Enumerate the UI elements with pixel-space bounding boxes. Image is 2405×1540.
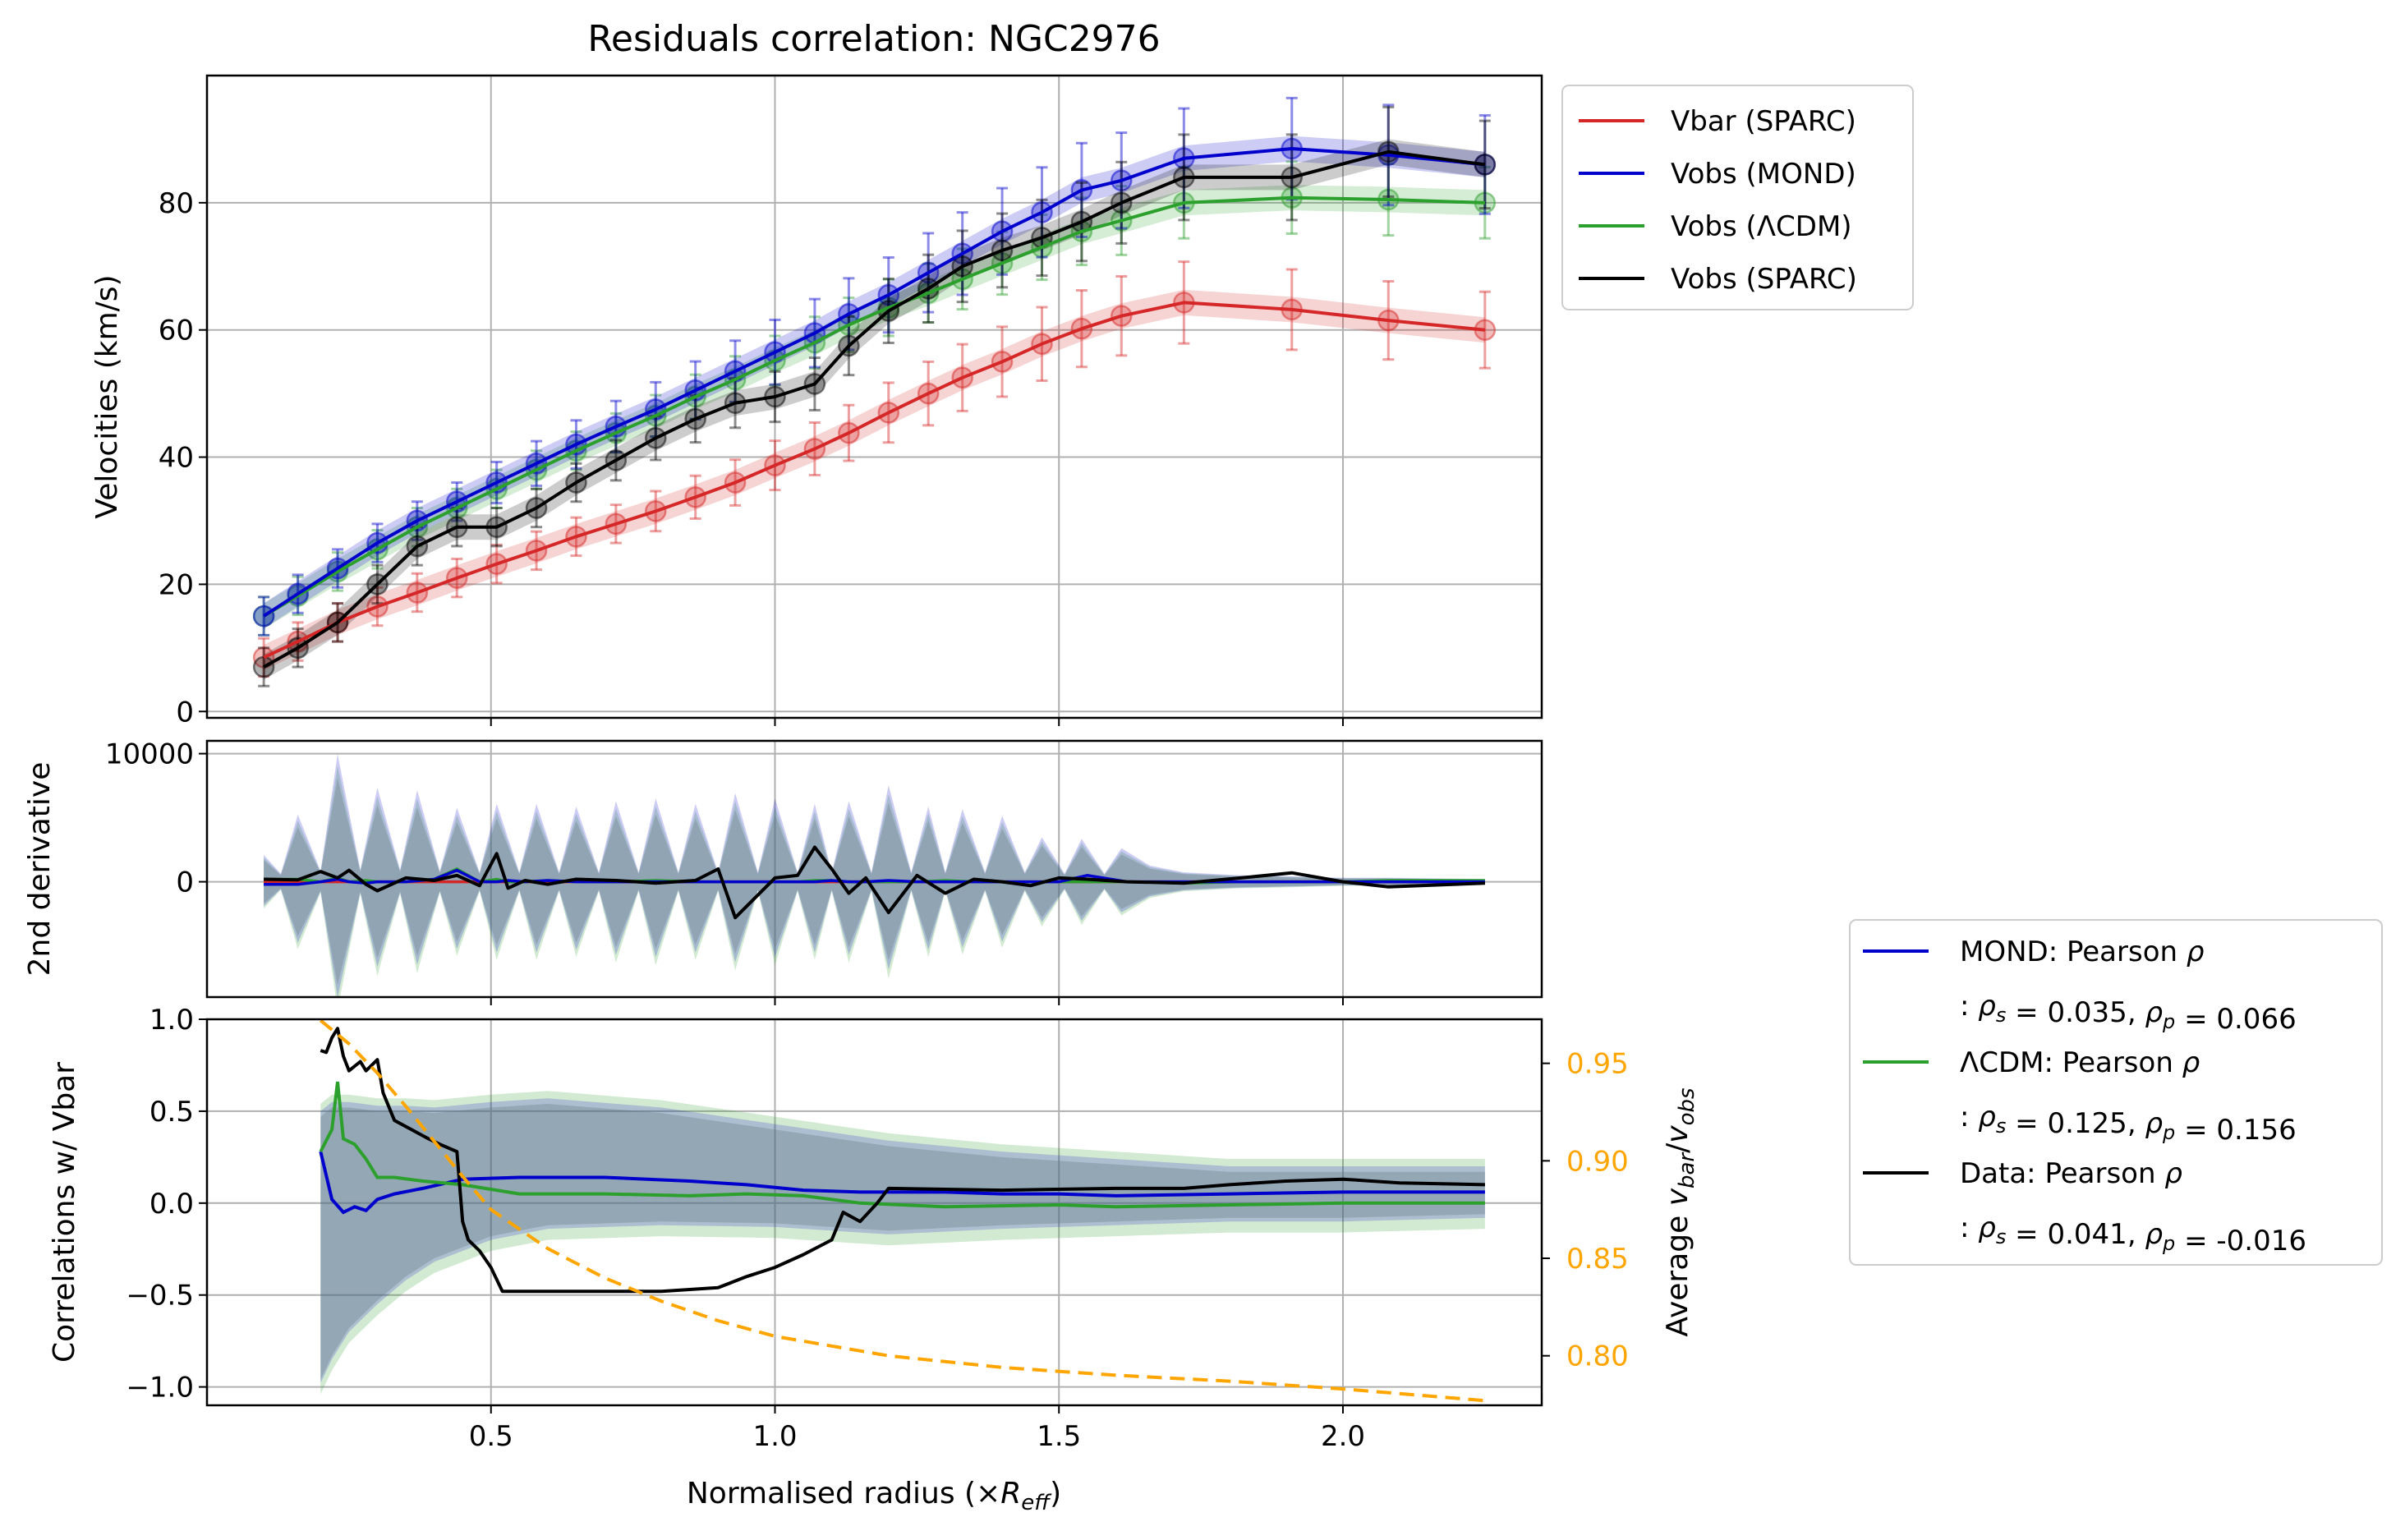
legend-label: Vobs (MOND) bbox=[1671, 158, 1856, 191]
ratio-y-ticks: 0.80 0.85 0.90 0.95 bbox=[1542, 1048, 1629, 1373]
second-derivative-frame bbox=[205, 739, 1543, 999]
legend-stats: : ρs = 0.041, ρp = -0.016 bbox=[1960, 1211, 2306, 1257]
correlations-tick-label: −0.5 bbox=[126, 1280, 194, 1312]
legend-label: ΛCDM: Pearson ρ bbox=[1960, 1046, 2200, 1079]
legend-label: Vobs (SPARC) bbox=[1671, 263, 1857, 296]
velocities-panel: 0 20 40 60 80 Velocities (km/s) Vbar (SPARC)… bbox=[90, 74, 1914, 729]
band-lcdm-corr bbox=[320, 1091, 1485, 1395]
legend-stats-part: s bbox=[1996, 1225, 2007, 1248]
velocities-tick-label: 80 bbox=[159, 187, 194, 220]
band-overlap-corr bbox=[320, 1104, 1485, 1380]
velocities-tick-label: 0 bbox=[176, 696, 194, 729]
legend-stats-part: = -0.016 bbox=[2175, 1225, 2306, 1257]
legend-stats-part: ρ bbox=[1978, 1211, 1996, 1244]
legend-stats-part: = 0.066 bbox=[2175, 1003, 2296, 1036]
velocities-tick-label: 60 bbox=[159, 315, 194, 347]
legend-stats-part: s bbox=[1996, 1004, 2007, 1027]
correlations-frame bbox=[205, 1018, 1543, 1407]
legend-stats-part: ρ bbox=[2145, 1218, 2163, 1251]
legend-stats-part: ρ bbox=[1978, 990, 1996, 1023]
line-data bbox=[263, 149, 1486, 669]
legend-label: Data: Pearson ρ bbox=[1960, 1157, 2182, 1190]
correlations-panel: −1.0 −0.5 0.0 0.5 1.0 0.80 0.85 0.90 0.95 Corre… bbox=[48, 919, 2383, 1407]
line-mond-corr bbox=[319, 1151, 1485, 1215]
correlations-tick-label: −1.0 bbox=[126, 1372, 194, 1404]
velocities-plot-area bbox=[252, 96, 1497, 687]
band-mond-corr bbox=[320, 1098, 1485, 1384]
line-lcdm bbox=[263, 195, 1485, 618]
legend-stats: : ρs = 0.125, ρp = 0.156 bbox=[1960, 1101, 2297, 1147]
chart-title: Residuals correlation: NGC2976 bbox=[587, 18, 1160, 60]
x-tick-label: 1.0 bbox=[752, 1420, 797, 1453]
second-derivative-ylabel: 2nd derivative bbox=[23, 762, 57, 977]
legend-stats-part: p bbox=[2162, 1232, 2175, 1255]
line-data-corr bbox=[320, 1027, 1485, 1294]
correlations-plot-area bbox=[319, 1019, 1486, 1403]
legend-stats-part: ρ bbox=[2145, 1107, 2163, 1140]
legend-label: Vbar (SPARC) bbox=[1671, 105, 1856, 138]
legend-stats-part: = 0.041, bbox=[2006, 1218, 2145, 1251]
second-derivative-tick-label: 0 bbox=[176, 867, 194, 899]
legend-stats-part: = 0.035, bbox=[2006, 996, 2145, 1029]
legend-stats-part: ρ bbox=[2145, 996, 2163, 1029]
velocities-grid bbox=[207, 76, 1542, 718]
x-axis-ticks: 0.5 1.0 1.5 2.0 bbox=[469, 718, 1365, 1453]
velocities-y-ticks: 0 20 40 60 80 bbox=[159, 187, 207, 729]
correlations-y-ticks: −1.0 −0.5 0.0 0.5 1.0 bbox=[126, 1004, 207, 1404]
velocities-legend-box bbox=[1561, 85, 1914, 310]
velocities-tick-label: 20 bbox=[159, 568, 194, 601]
band-mond-2nd bbox=[264, 754, 1485, 997]
legend-stats-part: p bbox=[2162, 1010, 2175, 1033]
correlations-legend: MOND: Pearson ρ: ρs = 0.035, ρp = 0.066Λ… bbox=[1849, 919, 2383, 1266]
legend-stats-part: ρ bbox=[1978, 1101, 1996, 1133]
line-data-2nd bbox=[264, 845, 1485, 920]
legend-label: MOND: Pearson ρ bbox=[1960, 935, 2205, 968]
correlations-legend-box bbox=[1849, 919, 2383, 1266]
velocities-legend: Vbar (SPARC) Vobs (MOND) Vobs (ΛCDM) Vobs (… bbox=[1561, 85, 1914, 310]
band-vbar bbox=[264, 289, 1485, 670]
legend-stats-part: p bbox=[2162, 1121, 2175, 1144]
ratio-ylabel: Average vbar/vobs bbox=[1661, 1087, 1699, 1336]
legend-stats-part: : bbox=[1960, 1211, 1978, 1244]
legend-label: Vobs (ΛCDM) bbox=[1671, 210, 1852, 243]
correlations-grid bbox=[207, 1018, 1542, 1405]
second-derivative-panel: 0 10000 2nd derivative bbox=[23, 738, 1543, 999]
ratio-tick-label: 0.90 bbox=[1566, 1145, 1629, 1178]
velocities-frame bbox=[205, 74, 1543, 719]
velocities-ylabel: Velocities (km/s) bbox=[90, 274, 124, 518]
velocities-tick-label: 40 bbox=[159, 442, 194, 475]
legend-stats: : ρs = 0.035, ρp = 0.066 bbox=[1960, 990, 2297, 1036]
x-tick-label: 0.5 bbox=[469, 1420, 513, 1453]
correlations-tick-label: 0.0 bbox=[149, 1188, 194, 1221]
ratio-tick-label: 0.85 bbox=[1566, 1243, 1629, 1276]
x-tick-label: 1.5 bbox=[1037, 1420, 1081, 1453]
correlations-tick-label: 0.5 bbox=[149, 1096, 194, 1129]
correlations-tick-label: 1.0 bbox=[149, 1004, 194, 1037]
ratio-tick-label: 0.80 bbox=[1566, 1340, 1629, 1373]
legend-stats-part: : bbox=[1960, 990, 1978, 1023]
x-axis-label: Normalised radius (×Reff) bbox=[687, 1477, 1061, 1515]
ratio-tick-label: 0.95 bbox=[1566, 1048, 1629, 1081]
line-ratio bbox=[320, 1019, 1486, 1403]
legend-stats-part: = 0.125, bbox=[2006, 1107, 2145, 1140]
legend-stats-part: : bbox=[1960, 1101, 1978, 1133]
correlations-ylabel: Correlations w/ Vbar bbox=[48, 1062, 81, 1363]
second-derivative-y-ticks: 0 10000 bbox=[105, 738, 207, 899]
line-mond bbox=[263, 147, 1486, 618]
line-lcdm-corr bbox=[319, 1081, 1485, 1209]
x-tick-label: 2.0 bbox=[1321, 1420, 1365, 1453]
second-derivative-tick-label: 10000 bbox=[105, 738, 194, 771]
line-vbar bbox=[263, 301, 1486, 660]
legend-stats-part: = 0.156 bbox=[2175, 1114, 2296, 1147]
second-derivative-plot-area bbox=[264, 754, 1485, 997]
legend-stats-part: s bbox=[1996, 1115, 2007, 1138]
